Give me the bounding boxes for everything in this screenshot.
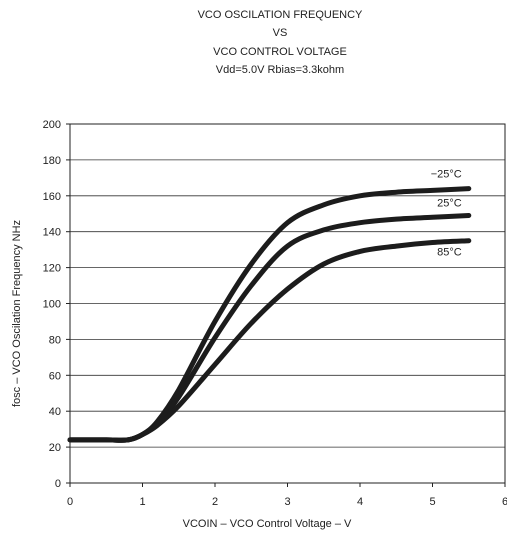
y-tick-label-120: 120 (43, 263, 61, 275)
x-tick-label-6: 6 (502, 496, 507, 508)
chart-title-line-3: VCO CONTROL VOLTAGE (213, 46, 347, 58)
series-line-2 (67, 213, 472, 443)
y-tick-label-180: 180 (43, 155, 61, 167)
series-lines (67, 186, 472, 443)
series-labels: −25°C 25°C 85°C (431, 169, 462, 259)
chart-title-line-2: VS (272, 27, 288, 39)
y-tick-label-0: 0 (55, 478, 61, 490)
x-tick-label-3: 3 (284, 496, 290, 508)
axis-ticks: 0 20 40 60 80 100 120 140 160 180 200 0 1 2 3 4 5 6 (43, 119, 507, 508)
chart-title-line-1: VCO OSCILATION FREQUENCY (197, 9, 363, 21)
series-line-3 (67, 238, 472, 443)
x-tick-label-0: 0 (67, 496, 73, 508)
y-tick-label-80: 80 (49, 334, 61, 346)
y-tick-label-200: 200 (43, 119, 61, 131)
y-tick-label-40: 40 (49, 406, 61, 418)
y-tick-label-100: 100 (43, 299, 61, 311)
x-axis-label: VCOIN – VCO Control Voltage – V (183, 518, 352, 530)
y-tick-label-20: 20 (49, 442, 61, 454)
x-tick-label-2: 2 (212, 496, 218, 508)
grid-lines (70, 159, 505, 448)
series-label-2: 25°C (437, 198, 462, 210)
series-label-1: −25°C (431, 169, 462, 181)
x-tick-label-4: 4 (357, 496, 363, 508)
y-tick-label-160: 160 (43, 191, 61, 203)
series-label-3: 85°C (437, 247, 462, 259)
chart-title-line-4: Vdd=5.0V Rbias=3.3kohm (215, 64, 345, 76)
x-tick-label-5: 5 (429, 496, 435, 508)
y-tick-label-140: 140 (43, 227, 61, 239)
y-tick-label-60: 60 (49, 370, 61, 382)
y-axis-label: fosc – VCO Oscilation Frequency NHz (11, 220, 23, 407)
series-line-1 (67, 186, 472, 443)
x-tick-label-1: 1 (139, 496, 145, 508)
